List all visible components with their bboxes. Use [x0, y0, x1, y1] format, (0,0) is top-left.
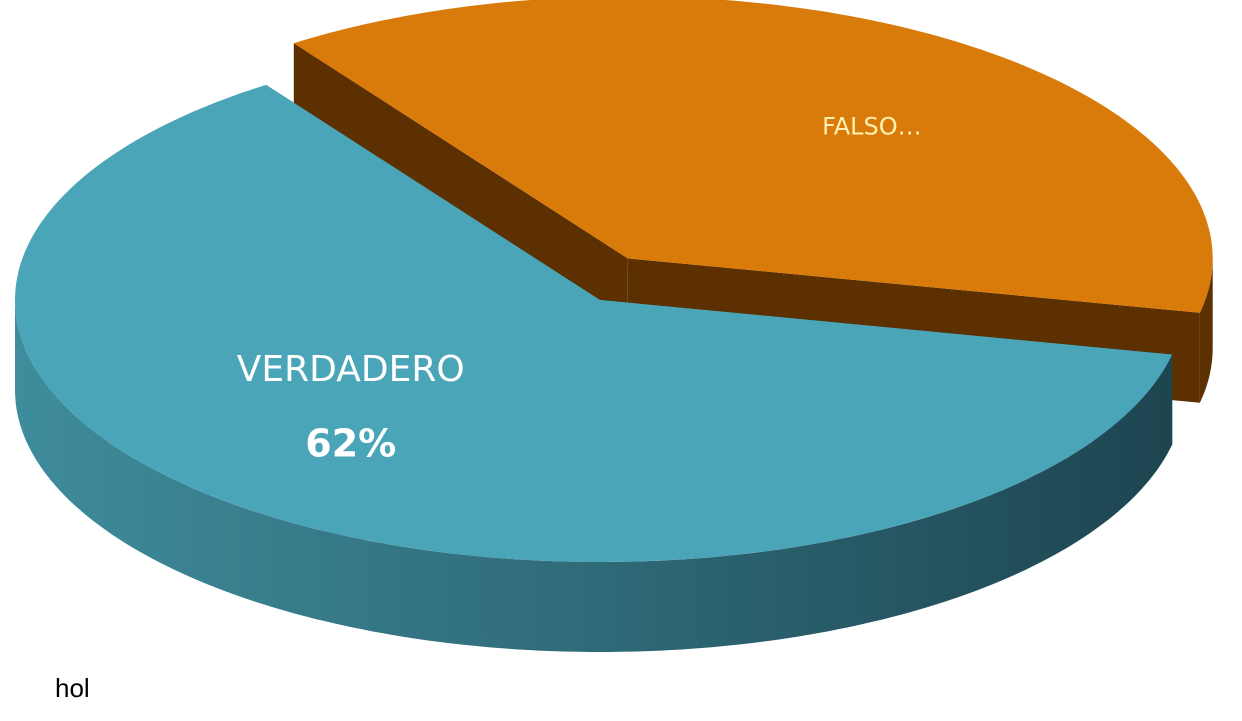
slice-label: VERDADERO [237, 349, 465, 390]
slice-side [1199, 258, 1213, 403]
slice-label: FALSO… [822, 112, 922, 140]
slice [15, 84, 1173, 652]
slice-value-label: 62% [305, 421, 396, 465]
slice-side [15, 300, 1173, 652]
slice-top [293, 0, 1213, 313]
annotation: hol [55, 673, 90, 703]
slice-top [15, 84, 1173, 563]
